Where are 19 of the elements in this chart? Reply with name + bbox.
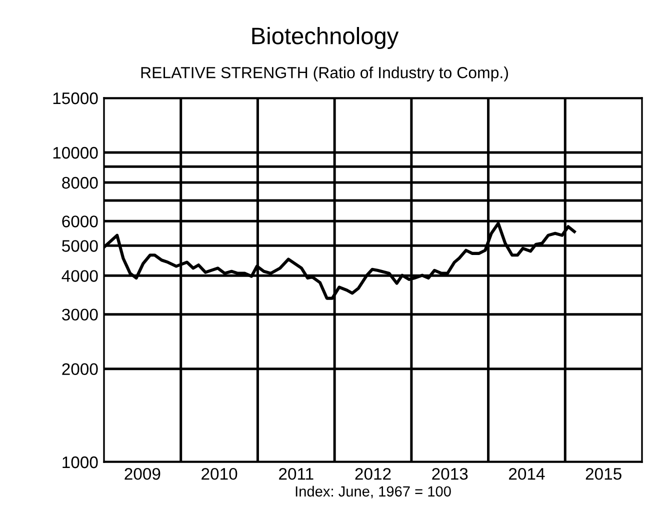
chart-subtitle: RELATIVE STRENGTH (Ratio of Industry to Comp.) (141, 66, 508, 82)
y-tick-label: 15000 (53, 92, 98, 104)
x-tick-label: 2010 (202, 468, 238, 480)
x-tick-label: 2009 (124, 468, 160, 480)
x-tick-label: 2015 (586, 468, 622, 480)
y-tick-label: 5000 (62, 240, 98, 252)
x-tick-label: 2011 (279, 468, 314, 480)
y-tick-label: 4000 (62, 270, 98, 282)
x-axis-title: Index: June, 1967 = 100 (296, 486, 451, 498)
x-tick-label: 2012 (355, 468, 391, 480)
y-tick-label: 6000 (62, 216, 98, 228)
y-tick-label: 8000 (62, 176, 98, 189)
y-tick-label: 2000 (62, 363, 98, 376)
chart-title: Biotechnology (252, 26, 399, 50)
y-tick-label: 1000 (62, 456, 98, 468)
y-tick-label: 3000 (62, 308, 98, 321)
y-tick-label: 10000 (53, 146, 98, 159)
x-tick-label: 2014 (509, 468, 545, 480)
x-tick-label: 2013 (432, 468, 468, 480)
